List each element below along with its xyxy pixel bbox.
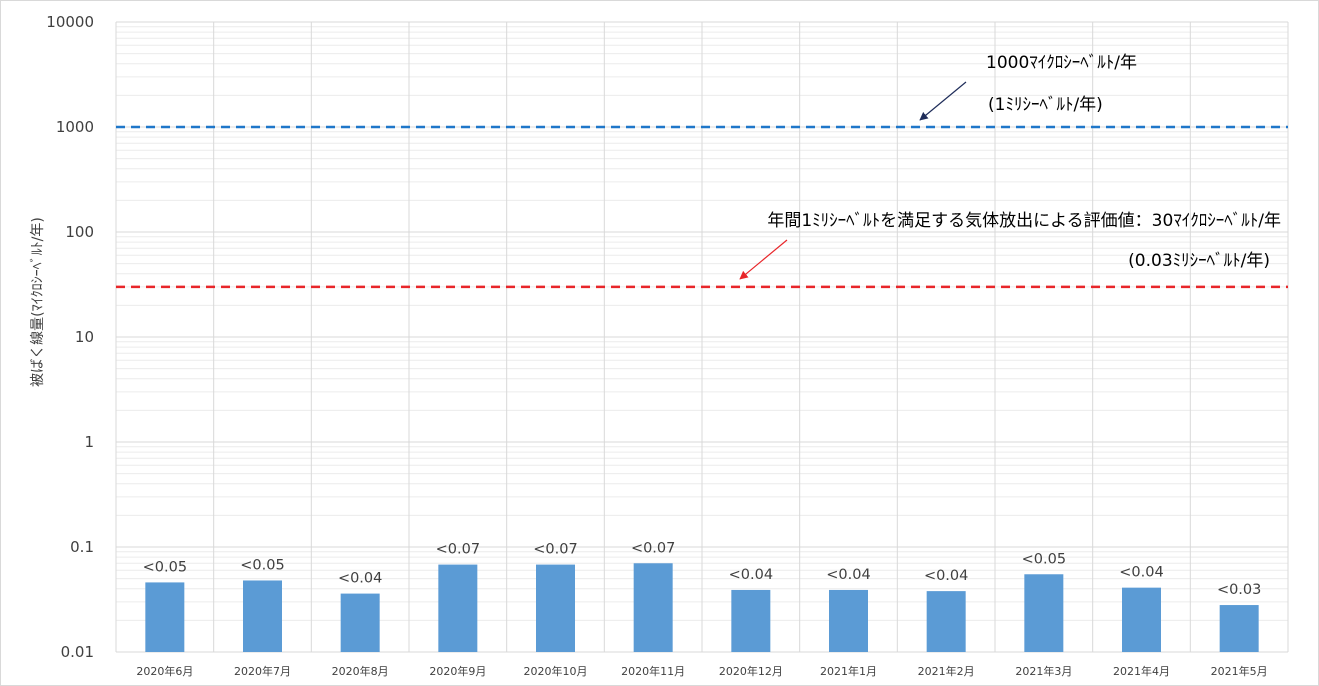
bar xyxy=(438,564,478,652)
data-label: <0.04 xyxy=(1119,565,1163,581)
labels: 10000 1000 100 10 1 0.1 0.01 <0.05 2020年6月 <0.05 2… xyxy=(46,13,1281,678)
x-tick-label: 2021年4月 xyxy=(1113,664,1170,678)
bar xyxy=(340,593,380,652)
bars xyxy=(145,563,1259,652)
bar xyxy=(145,582,185,652)
annotation-30-line2: (0.03ﾐﾘｼｰﾍﾞﾙﾄ/年) xyxy=(1128,251,1270,271)
x-tick-label: 2020年7月 xyxy=(234,664,291,678)
annotation-1000-line1: 1000ﾏｲｸﾛｼｰﾍﾞﾙﾄ/年 xyxy=(986,53,1137,73)
bar xyxy=(243,580,282,652)
bar xyxy=(1024,574,1064,652)
y-tick-label: 10 xyxy=(75,328,94,346)
data-label: <0.07 xyxy=(436,542,480,558)
data-label: <0.04 xyxy=(338,571,382,587)
y-tick-label: 100 xyxy=(65,223,94,241)
grid xyxy=(115,21,1289,653)
data-label: <0.07 xyxy=(631,540,675,556)
data-label: <0.05 xyxy=(1022,551,1066,567)
data-label: <0.05 xyxy=(143,559,187,575)
data-label: <0.04 xyxy=(924,568,968,584)
annotation-30-line1: 年間1ﾐﾘｼｰﾍﾞﾙﾄを満足する気体放出による評価値：30ﾏｲｸﾛｼｰﾍﾞﾙﾄ/… xyxy=(767,211,1281,231)
x-tick-label: 2020年11月 xyxy=(621,664,685,678)
annotation-arrow-30 xyxy=(739,239,788,280)
data-label: <0.04 xyxy=(826,567,870,583)
annotation-1000-line2: (1ﾐﾘｼｰﾍﾞﾙﾄ/年) xyxy=(988,95,1103,115)
bar xyxy=(633,563,673,652)
y-axis-title: 被ばく線量(ﾏｲｸﾛｼｰﾍﾞﾙﾄ/年) xyxy=(30,217,46,387)
x-tick-label: 2021年1月 xyxy=(820,664,877,678)
bar xyxy=(1219,605,1259,652)
x-tick-label: 2020年12月 xyxy=(719,664,783,678)
x-tick-label: 2021年3月 xyxy=(1015,664,1072,678)
data-label: <0.03 xyxy=(1217,582,1261,598)
x-tick-label: 2021年5月 xyxy=(1211,664,1268,678)
y-tick-label: 10000 xyxy=(46,13,94,31)
data-label: <0.05 xyxy=(240,557,284,573)
bar xyxy=(536,564,575,652)
data-label: <0.04 xyxy=(729,567,773,583)
x-tick-label: 2021年2月 xyxy=(918,664,975,678)
y-tick-label: 1000 xyxy=(56,118,94,136)
bar xyxy=(1122,587,1161,652)
x-tick-label: 2020年6月 xyxy=(136,664,193,678)
y-tick-label: 0.1 xyxy=(70,538,94,556)
reference-lines xyxy=(116,81,1288,289)
annotation-arrow-1000 xyxy=(919,81,967,121)
y-tick-label: 0.01 xyxy=(61,643,94,661)
x-tick-label: 2020年10月 xyxy=(524,664,588,678)
bar xyxy=(829,589,868,652)
data-label: <0.07 xyxy=(533,542,577,558)
x-tick-label: 2020年8月 xyxy=(332,664,389,678)
bar xyxy=(731,589,771,652)
bar xyxy=(926,591,966,652)
y-tick-label: 1 xyxy=(84,433,94,451)
x-tick-label: 2020年9月 xyxy=(429,664,486,678)
